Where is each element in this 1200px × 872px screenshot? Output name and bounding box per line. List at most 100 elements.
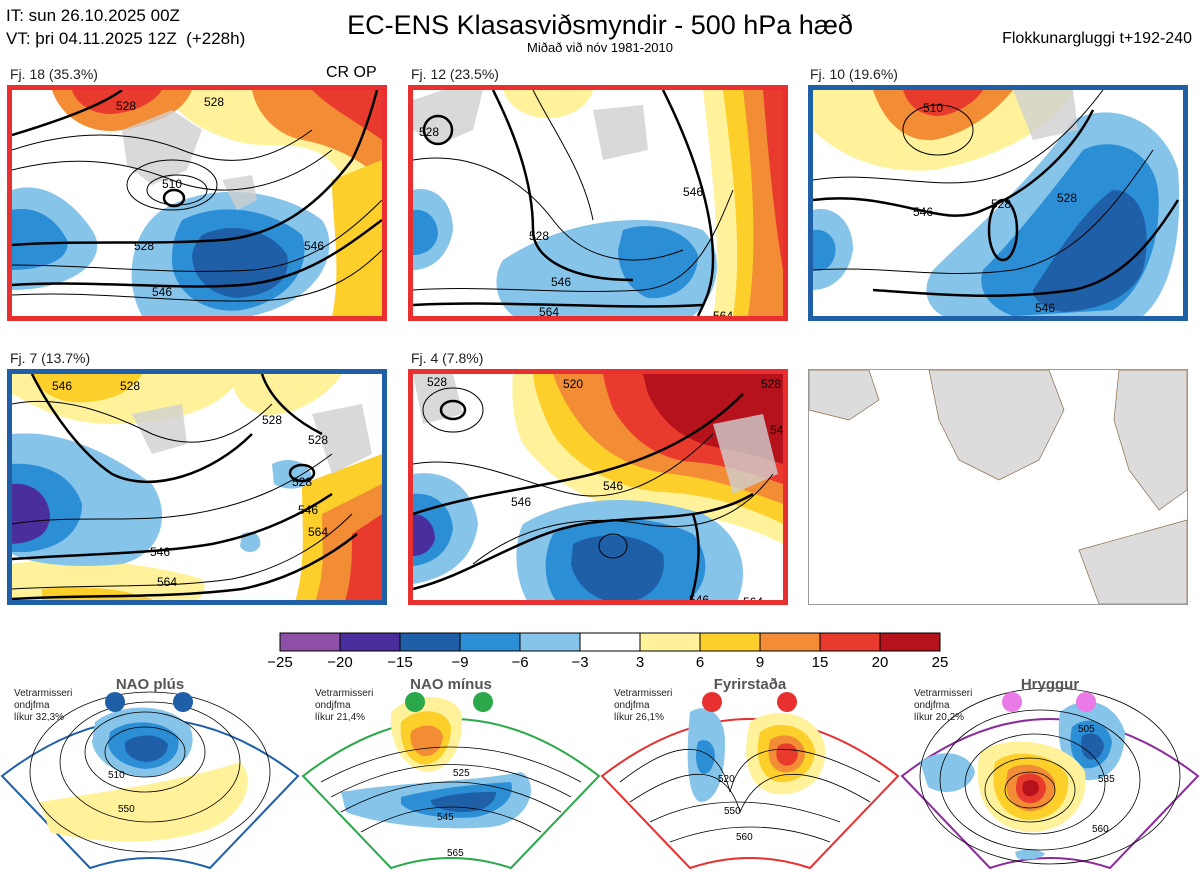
- map-canvas: 528 520 528 546 546 546 546 564: [413, 374, 783, 605]
- cluster-map-1: 528 528 510 528 546 546 564 564: [7, 85, 387, 321]
- contour-label: 535: [1098, 774, 1115, 785]
- map-canvas: [809, 370, 1187, 604]
- contour-label: 545: [437, 812, 454, 823]
- regime-map: 505 535 560: [900, 687, 1200, 870]
- contour-label: 528: [116, 99, 136, 113]
- contour-label: 546: [770, 423, 783, 437]
- page-title: EC-ENS Klasasviðsmyndir - 500 hPa hæð: [347, 10, 853, 40]
- panel-label: Fj. 12 (23.5%): [411, 66, 499, 82]
- regime-nao-plus: 510 550 NAO plús Vetrarmisseri ondjfma lík…: [0, 672, 300, 872]
- contour-label: 546: [52, 379, 72, 393]
- colorbar-swatch: [279, 632, 341, 652]
- colorbar-swatch: [879, 632, 941, 652]
- regime-stats: Vetrarmisseri ondjfma líkur 26,1%: [614, 688, 672, 724]
- contour-label: 550: [724, 806, 741, 817]
- contour-label: 546: [511, 495, 531, 509]
- contour-label: 564: [713, 309, 733, 316]
- colorbar-tick-label: 9: [755, 654, 765, 671]
- contour-label: 546: [551, 275, 571, 289]
- contour-label: 528: [1057, 191, 1077, 205]
- contour-label: 565: [447, 848, 464, 859]
- regime-season: Vetrarmisseri: [14, 688, 73, 699]
- regime-season: Vetrarmisseri: [614, 688, 673, 699]
- regime-probability: líkur 20,2%: [914, 712, 965, 723]
- contour-label: 510: [162, 177, 182, 191]
- regime-stats: Vetrarmisseri ondjfma líkur 21,4%: [315, 688, 373, 724]
- colorbar-swatch: [819, 632, 881, 652]
- regime-months: ondjfma: [614, 700, 650, 711]
- valid-time: VT: þri 04.11.2025 12Z (+228h): [6, 29, 246, 48]
- colorbar-tick-label: −6: [511, 654, 529, 671]
- contour-label: 528: [262, 413, 282, 427]
- contour-label: 546: [304, 239, 324, 253]
- regime-name: NAO mínus: [410, 676, 492, 693]
- cluster-map-2: 528 528 546 546 564 564: [408, 85, 788, 321]
- regime-marker-dot: [702, 692, 722, 712]
- regime-probability: líkur 21,4%: [315, 712, 366, 723]
- contour-label: 528: [991, 197, 1011, 211]
- regime-name: NAO plús: [115, 676, 185, 693]
- contour-label: 564: [308, 525, 328, 539]
- regime-marker-dot: [1076, 692, 1096, 712]
- contour-label: 528: [419, 125, 439, 139]
- contour-label: 528: [204, 95, 224, 109]
- regime-marker-dot: [1002, 692, 1022, 712]
- regime-map: 510 550: [0, 691, 300, 870]
- regime-months: ondjfma: [14, 700, 50, 711]
- contour-label: 564: [157, 575, 177, 589]
- contour-label: 546: [150, 545, 170, 559]
- contour-label: 525: [453, 768, 470, 779]
- panel-label: Fj. 4 (7.8%): [411, 350, 484, 366]
- colorbar-tick-label: 15: [811, 654, 829, 671]
- colorbar-tick-label: 20: [871, 654, 889, 671]
- regime-probability: líkur 26,1%: [614, 712, 665, 723]
- colorbar-swatch: [579, 632, 641, 652]
- contour-label: 546: [603, 479, 623, 493]
- colorbar-swatch: [399, 632, 461, 652]
- contour-label: 564: [963, 315, 983, 316]
- colorbar-swatch: [699, 632, 761, 652]
- regime-marker-dot: [473, 692, 493, 712]
- map-canvas: 546 528 528 528 528 546 546 564 564: [12, 374, 382, 600]
- colorbar-tick-label: −3: [571, 654, 589, 671]
- contour-label: 528: [529, 229, 549, 243]
- regime-map: 520 550 560: [600, 708, 900, 870]
- regime-name: Fyrirstaða: [713, 676, 787, 693]
- cluster-map-3: 510 528 546 528 546 564: [808, 85, 1188, 321]
- empty-map-panel: [808, 369, 1188, 605]
- contour-label: 546: [1035, 301, 1055, 315]
- contour-label: 510: [923, 101, 943, 115]
- contour-label: 546: [689, 593, 709, 605]
- colorbar-tick-label: −25: [267, 654, 293, 671]
- colorbar-tick-label: −20: [327, 654, 353, 671]
- colorbar-swatch: [639, 632, 701, 652]
- colorbar-tick-label: 3: [635, 654, 645, 671]
- header-times: IT: sun 26.10.2025 00Z VT: þri 04.11.2025…: [6, 4, 245, 50]
- contour-label: 564: [539, 305, 559, 316]
- regime-marker-dot: [105, 692, 125, 712]
- colorbar-swatch: [339, 632, 401, 652]
- panel-label: Fj. 18 (35.3%): [10, 66, 98, 82]
- regime-season: Vetrarmisseri: [315, 688, 374, 699]
- cluster-map-5: 528 520 528 546 546 546 546 564: [408, 369, 788, 605]
- init-time: IT: sun 26.10.2025 00Z: [6, 6, 180, 25]
- control-run-tag: CR OP: [326, 64, 377, 81]
- contour-label: 528: [134, 239, 154, 253]
- colorbar-swatch: [519, 632, 581, 652]
- map-canvas: 510 528 546 528 546 564: [813, 90, 1183, 316]
- regime-stats: Vetrarmisseri ondjfma líkur 20,2%: [914, 688, 972, 724]
- contour-label: 510: [108, 770, 125, 781]
- colorbar-swatch: [459, 632, 521, 652]
- map-canvas: 528 528 546 546 564 564: [413, 90, 783, 316]
- colorbar-swatch: [759, 632, 821, 652]
- regime-blocking: 520 550 560 Fyrirstaða Vetrarmisseri ondj…: [600, 672, 900, 872]
- colorbar-tick-label: −9: [451, 654, 469, 671]
- page-subtitle: Miðað við nóv 1981-2010: [527, 40, 673, 55]
- contour-label: 546: [298, 503, 318, 517]
- contour-label: 520: [563, 377, 583, 391]
- regime-marker-dot: [777, 692, 797, 712]
- contour-label: 560: [1092, 824, 1109, 835]
- colorbar: [279, 632, 941, 652]
- contour-label: 550: [118, 804, 135, 815]
- contour-label: 546: [683, 185, 703, 199]
